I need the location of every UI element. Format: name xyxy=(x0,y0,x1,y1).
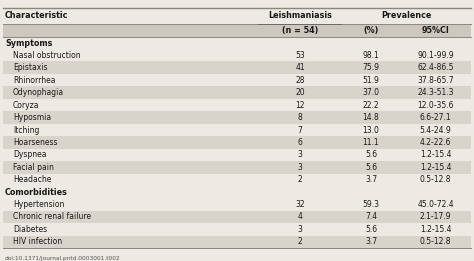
Text: 37.8-65.7: 37.8-65.7 xyxy=(417,76,454,85)
Text: 41: 41 xyxy=(295,63,305,72)
Text: Chronic renal failure: Chronic renal failure xyxy=(13,212,91,221)
Text: 37.0: 37.0 xyxy=(363,88,380,97)
Text: 8: 8 xyxy=(298,113,302,122)
Text: 3: 3 xyxy=(298,151,302,159)
Text: Comorbidities: Comorbidities xyxy=(5,188,68,197)
Text: Facial pain: Facial pain xyxy=(13,163,54,172)
Text: 4: 4 xyxy=(298,212,302,221)
Text: 98.1: 98.1 xyxy=(363,51,379,60)
Text: 1.2-15.4: 1.2-15.4 xyxy=(420,163,451,172)
Bar xyxy=(3,161,471,174)
Bar xyxy=(3,62,471,74)
Bar xyxy=(3,198,471,211)
Bar xyxy=(3,223,471,235)
Text: 7: 7 xyxy=(298,126,302,134)
Text: 3: 3 xyxy=(298,163,302,172)
Text: 12: 12 xyxy=(295,100,305,110)
Text: Rhinorrhea: Rhinorrhea xyxy=(13,76,55,85)
Text: Leishmaniasis: Leishmaniasis xyxy=(268,11,332,21)
Bar xyxy=(3,49,471,62)
Bar xyxy=(3,211,471,223)
Text: 59.3: 59.3 xyxy=(363,200,380,209)
Text: 0.5-12.8: 0.5-12.8 xyxy=(420,175,451,185)
Text: 5.6: 5.6 xyxy=(365,225,377,234)
Bar xyxy=(3,74,471,86)
Text: (n = 54): (n = 54) xyxy=(282,26,318,35)
Text: 22.2: 22.2 xyxy=(363,100,379,110)
Text: Prevalence: Prevalence xyxy=(381,11,432,21)
Text: 2: 2 xyxy=(298,175,302,185)
Text: Odynophagia: Odynophagia xyxy=(13,88,64,97)
Text: 14.8: 14.8 xyxy=(363,113,379,122)
Text: 6.6-27.1: 6.6-27.1 xyxy=(419,113,451,122)
Bar xyxy=(3,136,471,149)
Text: 2: 2 xyxy=(298,237,302,246)
Text: 3.7: 3.7 xyxy=(365,237,377,246)
Text: 75.9: 75.9 xyxy=(363,63,380,72)
Text: 7.4: 7.4 xyxy=(365,212,377,221)
Text: 5.6: 5.6 xyxy=(365,151,377,159)
Bar xyxy=(3,111,471,124)
Bar xyxy=(3,174,471,186)
Text: Itching: Itching xyxy=(13,126,39,134)
Text: 12.0-35.6: 12.0-35.6 xyxy=(417,100,454,110)
Text: 5.6: 5.6 xyxy=(365,163,377,172)
Text: 51.9: 51.9 xyxy=(363,76,380,85)
Bar xyxy=(3,8,471,24)
Text: Coryza: Coryza xyxy=(13,100,39,110)
Text: Epistaxis: Epistaxis xyxy=(13,63,47,72)
Bar xyxy=(3,24,471,37)
Bar xyxy=(3,149,471,161)
Text: 90.1-99.9: 90.1-99.9 xyxy=(417,51,454,60)
Text: HIV infection: HIV infection xyxy=(13,237,62,246)
Bar xyxy=(3,124,471,136)
Text: Diabetes: Diabetes xyxy=(13,225,47,234)
Bar xyxy=(3,99,471,111)
Text: 95%CI: 95%CI xyxy=(421,26,449,35)
Text: Hyposmia: Hyposmia xyxy=(13,113,51,122)
Text: Nasal obstruction: Nasal obstruction xyxy=(13,51,81,60)
Text: 13.0: 13.0 xyxy=(363,126,380,134)
Text: 0.5-12.8: 0.5-12.8 xyxy=(420,237,451,246)
Text: Hoarseness: Hoarseness xyxy=(13,138,57,147)
Text: 6: 6 xyxy=(298,138,302,147)
Text: 32: 32 xyxy=(295,200,305,209)
Text: 53: 53 xyxy=(295,51,305,60)
Text: 2.1-17.9: 2.1-17.9 xyxy=(420,212,451,221)
Bar xyxy=(3,37,471,49)
Text: 3: 3 xyxy=(298,225,302,234)
Text: 5.4-24.9: 5.4-24.9 xyxy=(419,126,451,134)
Text: 4.2-22.6: 4.2-22.6 xyxy=(420,138,451,147)
Bar xyxy=(3,235,471,248)
Text: Dyspnea: Dyspnea xyxy=(13,151,46,159)
Text: Characteristic: Characteristic xyxy=(5,11,68,21)
Bar xyxy=(3,186,471,198)
Text: Hypertension: Hypertension xyxy=(13,200,64,209)
Text: 1.2-15.4: 1.2-15.4 xyxy=(420,151,451,159)
Text: doi:10.1371/journal.pntd.0003001.t002: doi:10.1371/journal.pntd.0003001.t002 xyxy=(5,256,121,261)
Text: 28: 28 xyxy=(295,76,305,85)
Text: 45.0-72.4: 45.0-72.4 xyxy=(417,200,454,209)
Text: Headache: Headache xyxy=(13,175,51,185)
Text: 3.7: 3.7 xyxy=(365,175,377,185)
Text: 11.1: 11.1 xyxy=(363,138,379,147)
Text: 62.4-86.5: 62.4-86.5 xyxy=(417,63,454,72)
Text: 20: 20 xyxy=(295,88,305,97)
Bar xyxy=(3,86,471,99)
Text: Symptoms: Symptoms xyxy=(5,39,52,48)
Text: (%): (%) xyxy=(363,26,379,35)
Text: 24.3-51.3: 24.3-51.3 xyxy=(417,88,454,97)
Text: 1.2-15.4: 1.2-15.4 xyxy=(420,225,451,234)
